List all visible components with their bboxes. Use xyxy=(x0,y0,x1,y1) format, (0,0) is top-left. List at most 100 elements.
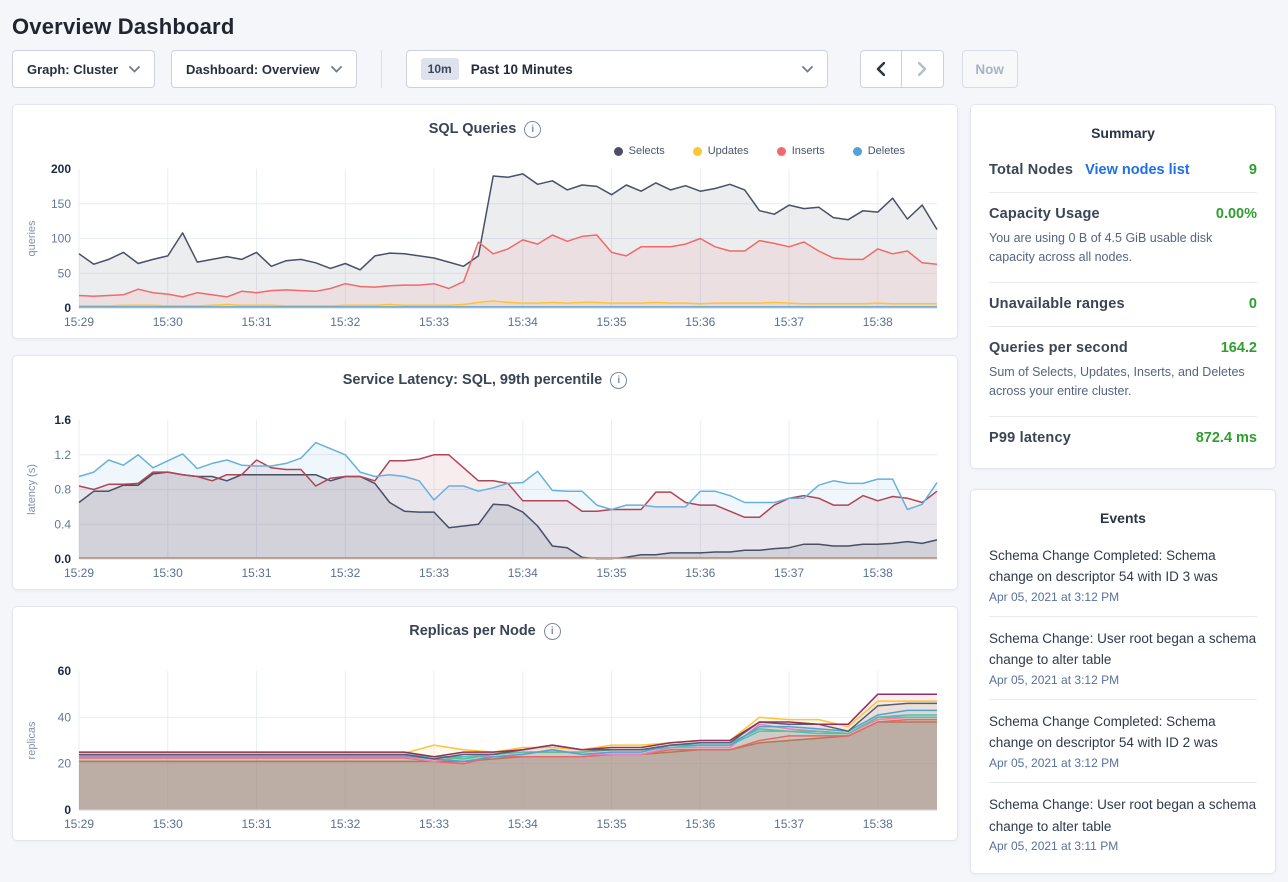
chart-legend: Selects Updates Inserts Deletes xyxy=(21,140,949,162)
chevron-right-icon xyxy=(917,62,926,76)
toolbar: Graph: Cluster Dashboard: Overview 10m P… xyxy=(12,50,1276,88)
time-next-button[interactable] xyxy=(901,50,944,88)
svg-text:15:31: 15:31 xyxy=(242,817,272,831)
event-item[interactable]: Schema Change Completed: Schema change o… xyxy=(989,534,1257,617)
event-date: Apr 05, 2021 at 3:12 PM xyxy=(989,756,1120,771)
svg-text:15:32: 15:32 xyxy=(330,566,360,580)
svg-text:15:32: 15:32 xyxy=(330,315,360,329)
chevron-down-icon xyxy=(801,65,813,73)
event-item[interactable]: Schema Change: User root began a schema … xyxy=(989,783,1257,865)
svg-text:1.2: 1.2 xyxy=(54,448,71,462)
chart-title: Service Latency: SQL, 99th percentile xyxy=(342,372,603,388)
summary-metric-desc: You are using 0 B of 4.5 GiB usable disk… xyxy=(989,231,1213,265)
event-item[interactable]: Schema Change Completed: Schema change o… xyxy=(989,700,1257,784)
svg-text:50: 50 xyxy=(58,266,72,280)
svg-text:15:35: 15:35 xyxy=(597,315,627,329)
event-date: Apr 05, 2021 at 3:11 PM xyxy=(989,839,1119,854)
svg-text:15:36: 15:36 xyxy=(685,566,715,580)
summary-row: Queries per second 164.2 Sum of Selects, U… xyxy=(989,327,1257,417)
dashboard-dropdown-label: Dashboard: Overview xyxy=(186,61,320,77)
svg-text:15:37: 15:37 xyxy=(774,315,804,329)
svg-text:60: 60 xyxy=(58,664,72,678)
legend-dot-icon xyxy=(692,146,702,156)
svg-text:15:33: 15:33 xyxy=(419,315,449,329)
chart-panel-sql-queries: SQL Queries i Selects Updates Inserts Delet… xyxy=(12,104,958,339)
toolbar-divider xyxy=(380,50,382,88)
svg-text:0.4: 0.4 xyxy=(54,517,71,531)
events-panel: Events Schema Change Completed: Schema c… xyxy=(970,488,1276,875)
svg-text:queries: queries xyxy=(26,220,38,257)
event-text: Schema Change Completed: Schema change o… xyxy=(989,547,1218,585)
summary-title: Summary xyxy=(1091,125,1155,141)
sidebar: Summary Total Nodes View nodes list 9 Capac… xyxy=(970,104,1276,875)
chart-legend xyxy=(21,642,949,664)
event-date: Apr 05, 2021 at 3:12 PM xyxy=(989,672,1120,687)
svg-text:15:37: 15:37 xyxy=(774,817,804,831)
summary-metric-value: 9 xyxy=(1248,162,1257,178)
info-icon[interactable]: i xyxy=(610,371,628,389)
time-nav-group xyxy=(859,50,944,88)
chevron-down-icon xyxy=(129,65,140,73)
legend-item-selects[interactable]: Selects xyxy=(613,145,665,157)
view-nodes-link[interactable]: View nodes list xyxy=(1085,162,1190,178)
legend-item-inserts[interactable]: Inserts xyxy=(776,145,825,157)
svg-text:15:38: 15:38 xyxy=(863,315,893,329)
legend-label: Selects xyxy=(628,145,665,157)
summary-row: Unavailable ranges 0 xyxy=(989,283,1257,327)
chevron-down-icon xyxy=(330,65,342,73)
legend-item-deletes[interactable]: Deletes xyxy=(852,145,905,157)
svg-text:15:36: 15:36 xyxy=(685,817,715,831)
event-item[interactable]: Schema Change: User root began a schema … xyxy=(989,617,1257,700)
summary-metric-value: 0.00% xyxy=(1215,206,1257,222)
svg-text:100: 100 xyxy=(51,232,71,246)
svg-text:0.0: 0.0 xyxy=(54,552,71,566)
page-title: Overview Dashboard xyxy=(12,14,235,39)
dashboard-dropdown[interactable]: Dashboard: Overview xyxy=(171,50,357,88)
legend-dot-icon xyxy=(852,146,862,156)
svg-text:0.8: 0.8 xyxy=(54,483,71,497)
svg-text:15:34: 15:34 xyxy=(508,817,538,831)
summary-metric-value: 164.2 xyxy=(1220,339,1257,356)
event-text: Schema Change Completed: Schema change o… xyxy=(989,713,1218,751)
time-prev-button[interactable] xyxy=(859,50,902,88)
chart-panel-replicas-per-node: Replicas per Node i 15:29 15:30 15:31 15:32… xyxy=(12,606,958,841)
svg-text:15:30: 15:30 xyxy=(153,817,183,831)
legend-item-updates[interactable]: Updates xyxy=(692,145,749,157)
legend-label: Deletes xyxy=(867,145,905,157)
charts-column: SQL Queries i Selects Updates Inserts Delet… xyxy=(12,104,958,841)
info-icon[interactable]: i xyxy=(524,120,542,138)
svg-text:15:33: 15:33 xyxy=(419,566,449,580)
chart-title: SQL Queries xyxy=(428,121,517,137)
legend-dot-icon xyxy=(613,146,623,156)
svg-text:15:38: 15:38 xyxy=(863,817,893,831)
svg-text:15:35: 15:35 xyxy=(597,566,627,580)
legend-label: Updates xyxy=(707,145,749,157)
chart-title: Replicas per Node xyxy=(409,623,536,639)
legend-label: Inserts xyxy=(791,145,825,157)
chevron-left-icon xyxy=(876,62,886,76)
svg-text:15:31: 15:31 xyxy=(242,566,272,580)
now-button[interactable]: Now xyxy=(961,50,1018,88)
svg-text:150: 150 xyxy=(51,197,71,211)
sql-queries-chart[interactable]: 15:29 15:30 15:31 15:32 15:33 15:34 15:35 15:36… xyxy=(21,162,951,334)
svg-text:15:30: 15:30 xyxy=(153,315,183,329)
events-title: Events xyxy=(1100,509,1146,526)
info-icon[interactable]: i xyxy=(543,622,561,640)
svg-text:15:29: 15:29 xyxy=(64,817,94,831)
time-range-badge: 10m xyxy=(420,58,459,80)
svg-text:15:29: 15:29 xyxy=(64,315,94,329)
summary-metric-value: 872.4 ms xyxy=(1195,429,1257,446)
svg-text:latency (s): latency (s) xyxy=(26,464,38,515)
svg-text:15:38: 15:38 xyxy=(863,566,893,580)
time-range-picker[interactable]: 10m Past 10 Minutes xyxy=(405,50,828,88)
svg-text:15:29: 15:29 xyxy=(64,566,94,580)
service-latency-chart[interactable]: 15:29 15:30 15:31 15:32 15:33 15:34 15:35 15:36… xyxy=(21,413,951,585)
replicas-per-node-chart[interactable]: 15:29 15:30 15:31 15:32 15:33 15:34 15:35 15:36… xyxy=(21,664,951,836)
graph-dropdown[interactable]: Graph: Cluster xyxy=(12,50,156,88)
event-text: Schema Change: User root began a schema … xyxy=(989,797,1257,834)
svg-text:15:31: 15:31 xyxy=(242,315,272,329)
summary-metric-label: Queries per second xyxy=(989,339,1128,356)
svg-text:1.6: 1.6 xyxy=(54,413,71,427)
graph-dropdown-label: Graph: Cluster xyxy=(27,61,119,77)
event-date: Apr 05, 2021 at 3:12 PM xyxy=(989,589,1120,604)
